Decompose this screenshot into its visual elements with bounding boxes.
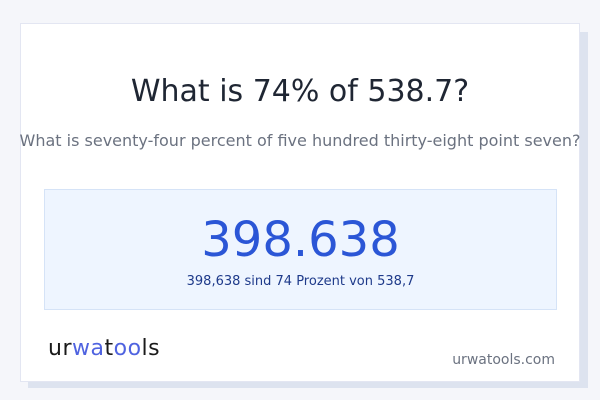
page-subtitle: What is seventy-four percent of five hun… xyxy=(19,131,581,150)
logo-text: t xyxy=(104,336,114,361)
logo-text-accent: wa xyxy=(72,336,105,361)
page-title: What is 74% of 538.7? xyxy=(130,74,470,109)
result-value: 398.638 xyxy=(201,212,400,268)
logo-text: ur xyxy=(48,336,72,361)
result-box: 398.638 398,638 sind 74 Prozent von 538,… xyxy=(44,189,557,310)
result-sentence: 398,638 sind 74 Prozent von 538,7 xyxy=(186,274,415,289)
urwatools-logo: urwatools xyxy=(48,336,160,361)
logo-text-accent: oo xyxy=(113,336,142,361)
site-url: urwatools.com xyxy=(452,352,555,368)
logo-text: ls xyxy=(141,336,161,361)
